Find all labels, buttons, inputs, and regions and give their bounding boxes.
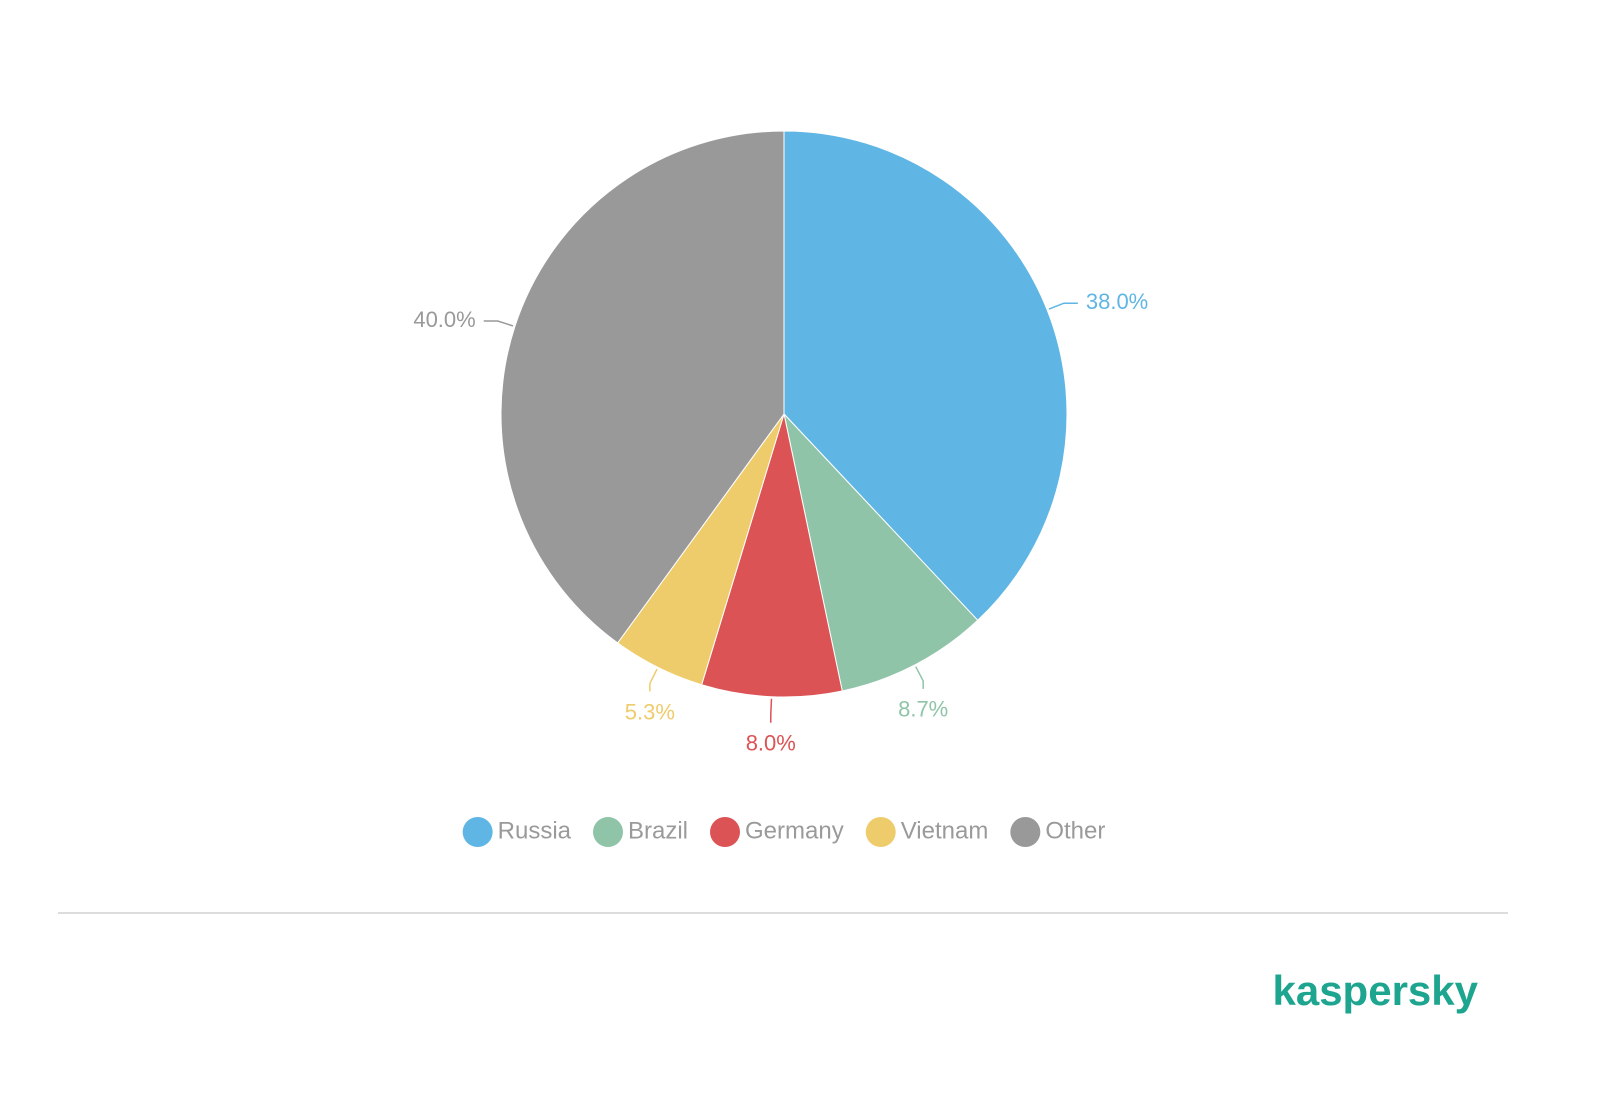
value-label: 40.0% bbox=[413, 307, 475, 332]
value-label: 5.3% bbox=[625, 699, 675, 724]
pie-slice bbox=[783, 412, 979, 692]
legend-marker bbox=[1010, 817, 1041, 847]
legend-label: Russia bbox=[498, 817, 572, 844]
pie-slice bbox=[701, 413, 843, 698]
legend-label: Germany bbox=[745, 817, 844, 844]
legend-marker bbox=[593, 817, 623, 847]
leader-line bbox=[915, 666, 924, 689]
leader-line bbox=[770, 698, 773, 723]
legend-label: Brazil bbox=[628, 817, 688, 844]
pie-slice bbox=[500, 130, 785, 644]
legend-marker bbox=[865, 817, 896, 847]
leader-line bbox=[649, 668, 658, 692]
leader-line bbox=[483, 320, 514, 327]
legend-marker bbox=[710, 817, 741, 847]
legend-label: Other bbox=[1045, 817, 1105, 844]
legend-marker bbox=[462, 817, 493, 847]
value-label: 8.7% bbox=[898, 697, 948, 722]
logo: kaspersky bbox=[1272, 967, 1478, 1014]
value-label: 8.0% bbox=[746, 731, 796, 756]
legend-label: Vietnam bbox=[901, 817, 989, 844]
pie-slice bbox=[783, 130, 1068, 622]
leader-line bbox=[1048, 302, 1078, 310]
value-label: 38.0% bbox=[1086, 289, 1148, 314]
